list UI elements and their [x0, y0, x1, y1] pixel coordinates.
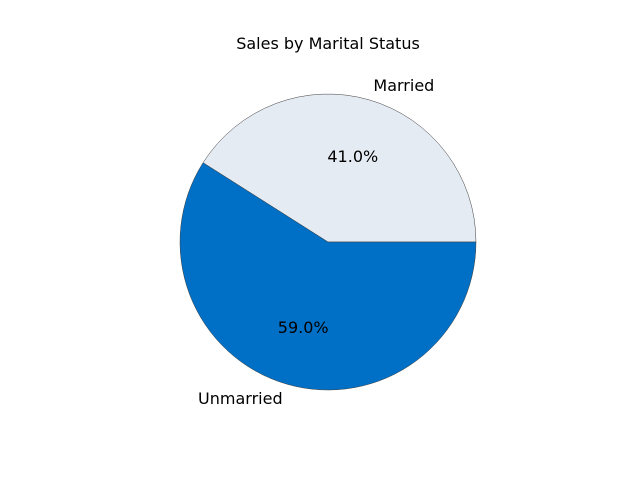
slice-label-unmarried: Unmarried — [198, 389, 283, 408]
chart-title: Sales by Marital Status — [236, 34, 420, 53]
slice-percent-unmarried: 59.0% — [278, 318, 329, 337]
pie-slice-unmarried — [179, 162, 477, 391]
slice-percent-married: 41.0% — [327, 147, 378, 166]
pie-labels: Married 41.0% Unmarried 59.0% — [198, 76, 434, 408]
pie-slices — [179, 93, 477, 391]
pie-slice-married — [202, 93, 477, 243]
slice-label-married: Married — [373, 76, 434, 95]
